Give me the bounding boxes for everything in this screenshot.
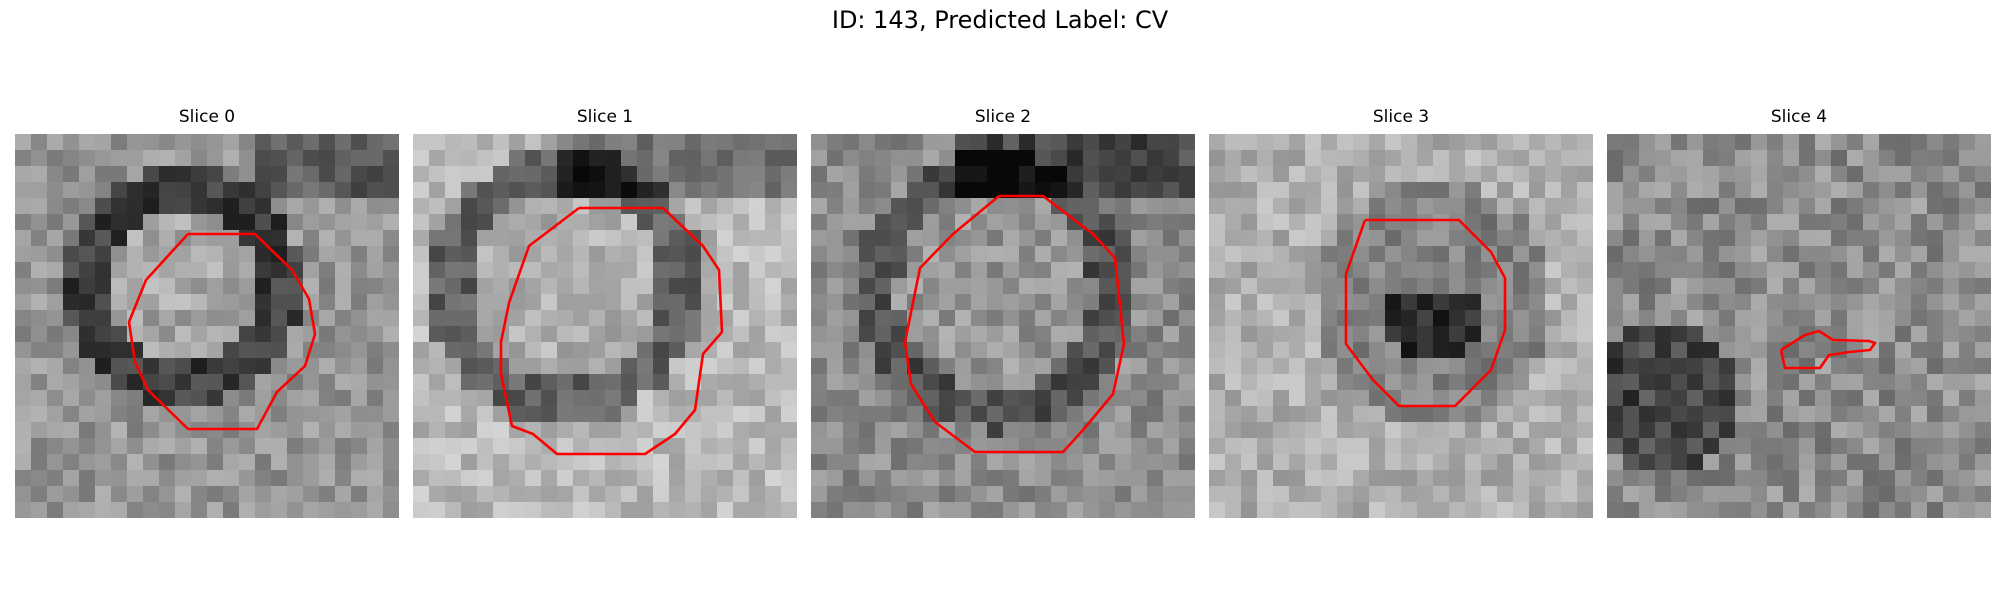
contour-0 bbox=[127, 232, 317, 431]
figure-title: ID: 143, Predicted Label: CV bbox=[831, 6, 1169, 34]
pixel-grid-1 bbox=[413, 134, 797, 518]
slice-image-2 bbox=[811, 134, 1195, 518]
contour-2 bbox=[903, 194, 1126, 454]
slice-title-0: Slice 0 bbox=[178, 107, 236, 127]
contour-3 bbox=[1344, 218, 1507, 408]
slice-image-3 bbox=[1209, 134, 1593, 518]
slice-image-4 bbox=[1607, 134, 1991, 518]
slice-title-4: Slice 4 bbox=[1770, 107, 1828, 127]
pixel-grid-0 bbox=[15, 134, 399, 518]
contour-1 bbox=[499, 206, 724, 456]
pixel-grid-4 bbox=[1607, 134, 1991, 518]
slice-title-2: Slice 2 bbox=[974, 107, 1032, 127]
contour-4 bbox=[1779, 329, 1877, 370]
slice-image-1 bbox=[413, 134, 797, 518]
pixel-grid-2 bbox=[811, 134, 1195, 518]
slice-image-0 bbox=[15, 134, 399, 518]
slice-title-1: Slice 1 bbox=[576, 107, 634, 127]
pixel-grid-3 bbox=[1209, 134, 1593, 518]
slice-title-3: Slice 3 bbox=[1372, 107, 1430, 127]
